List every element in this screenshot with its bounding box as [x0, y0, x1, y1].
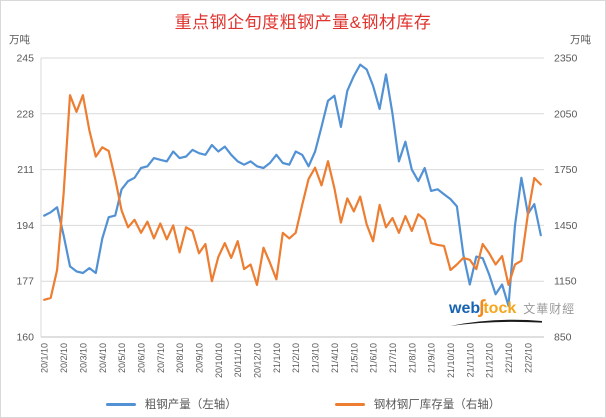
- y-axis-right-tick-label: 2350: [554, 53, 578, 65]
- x-axis-tick-label: 22/2/10: [523, 343, 533, 373]
- watermark-chinese-text: 文華财經: [523, 302, 576, 316]
- x-axis-tick-label: 20/7/10: [156, 343, 166, 373]
- x-axis-tick-label: 20/4/10: [98, 343, 108, 373]
- x-axis-tick-label: 20/8/10: [175, 343, 185, 373]
- legend-line-sample-production: [105, 402, 136, 406]
- x-axis-tick-label: 20/9/10: [194, 343, 204, 373]
- x-axis-tick-label: 20/11/10: [233, 343, 243, 377]
- series-line-production: [43, 63, 542, 307]
- x-axis-tick-label: 21/10/10: [446, 343, 456, 378]
- x-axis-tick-label: 21/4/10: [330, 343, 340, 373]
- y-axis-left-tick-label: 177: [16, 276, 34, 288]
- webstock-watermark: web ∫ tock 文華财經: [449, 297, 574, 327]
- x-axis-tick-label: 21/6/10: [369, 343, 379, 373]
- x-axis-tick-label: 20/6/10: [136, 343, 146, 373]
- y-axis-left-tick-label: 228: [16, 108, 34, 120]
- legend-item-inventory: 钢材钢厂库存量（右轴）: [334, 396, 501, 412]
- y-axis-left-tick-label: 245: [16, 53, 34, 65]
- x-axis-tick-label: 21/1/10: [272, 343, 282, 373]
- y-axis-left-tick-label: 211: [17, 164, 34, 176]
- x-axis-tick-label: 20/10/10: [214, 343, 224, 378]
- y-axis-right-tick-label: 1750: [554, 164, 578, 176]
- y-axis-right-tick-label: 2050: [554, 108, 578, 120]
- y-axis-left-unit-label: 万吨: [9, 34, 30, 46]
- y-axis-left-tick-label: 160: [16, 332, 34, 344]
- legend-label-inventory: 钢材钢厂库存量（右轴）: [373, 399, 501, 411]
- x-axis-tick-label: 21/12/10: [485, 343, 495, 378]
- x-axis-tick-label: 20/12/10: [253, 343, 263, 378]
- series-line-inventory: [43, 94, 542, 301]
- x-axis-tick-label: 22/1/10: [504, 343, 514, 373]
- chart-title: 重点钢企旬度粗钢产量&钢材库存: [174, 13, 432, 32]
- watermark-tock-text: tock: [483, 300, 517, 317]
- watermark-swoosh-underline: [450, 319, 542, 326]
- x-axis-tick-label: 20/1/10: [40, 343, 50, 373]
- watermark-s-swoosh: ∫: [479, 297, 485, 318]
- legend-item-production: 粗钢产量（左轴）: [105, 396, 237, 412]
- x-axis-tick-label: 21/8/10: [407, 343, 417, 373]
- x-axis-tick-label: 21/7/10: [388, 343, 398, 373]
- x-axis-tick-label: 20/5/10: [117, 343, 127, 373]
- x-axis-tick-label: 21/11/10: [465, 343, 475, 377]
- y-axis-right-unit-label: 万吨: [570, 34, 591, 46]
- x-axis-tick-label: 21/5/10: [349, 343, 359, 373]
- x-axis-tick-label: 21/2/10: [291, 343, 301, 373]
- x-axis-tick-label: 21/9/10: [427, 343, 437, 373]
- legend-label-production: 粗钢产量（左轴）: [144, 399, 237, 411]
- y-axis-right-tick-label: 1150: [554, 276, 577, 288]
- y-axis-left-tick-label: 194: [16, 220, 34, 232]
- x-axis-tick-label: 20/2/10: [59, 343, 69, 373]
- x-axis-tick-label: 21/3/10: [311, 343, 321, 373]
- y-axis-right-tick-label: 850: [554, 332, 572, 344]
- watermark-web-text: web: [449, 300, 481, 317]
- chart-legend: 粗钢产量（左轴） 钢材钢厂库存量（右轴）: [1, 396, 605, 412]
- x-axis-tick-label: 20/3/10: [78, 343, 88, 373]
- y-axis-right-tick-label: 1450: [554, 220, 578, 232]
- legend-line-sample-inventory: [334, 402, 365, 406]
